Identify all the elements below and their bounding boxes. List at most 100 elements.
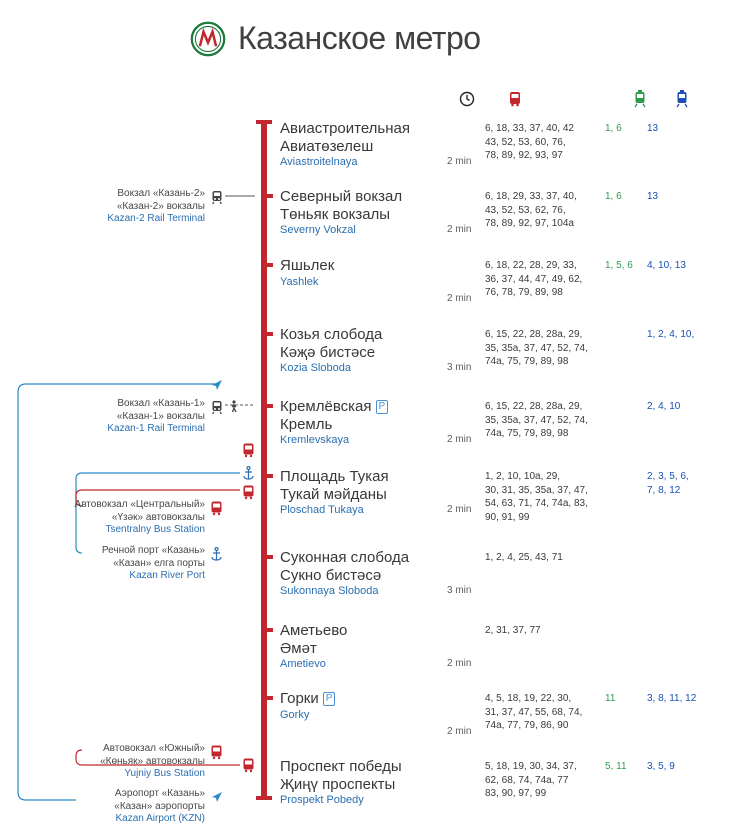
station-name-tt: Тукай мәйданы: [280, 486, 445, 504]
station-time: 2 min: [445, 622, 485, 671]
station-name-latin: Sukonnaya Sloboda: [280, 585, 445, 598]
line-tick: [261, 404, 273, 408]
plane-icon: [210, 790, 224, 809]
line-tick: [261, 474, 273, 478]
station-names: АметьевоӘмәтAmetievo: [280, 622, 445, 671]
station-names: Северный вокзалТөньяк вокзалыSeverny Vok…: [280, 188, 445, 237]
station-names: ГоркиPGorky: [280, 690, 445, 737]
transfer-line: «Казан» елга порты: [30, 558, 205, 571]
station-time: 2 min: [445, 120, 485, 169]
tram-green-icon: [625, 90, 655, 113]
station-name-tt: Әмәт: [280, 640, 445, 658]
tram-blue-routes: 4, 10, 13: [647, 259, 707, 273]
train-icon: [210, 190, 224, 209]
station-row: АвиастроительнаяАвиатөзелешAviastroiteln…: [280, 120, 720, 169]
tram-blue-icon: [667, 90, 697, 113]
station-name-latin: Kremlevskaya: [280, 434, 445, 447]
transfer-line: «Казан-2» вокзалы: [30, 201, 205, 214]
line-tick: [261, 628, 273, 632]
walk-icon: [228, 400, 240, 419]
station-routes: 5, 18, 19, 30, 34, 37,62, 68, 74, 74а, 7…: [485, 758, 720, 807]
station-names: Козья слободаКәҗә бистәсеKozia Sloboda: [280, 326, 445, 375]
parking-icon: P: [376, 400, 389, 414]
station-name-latin: Yashlek: [280, 276, 445, 289]
station-name-ru: Суконная слобода: [280, 549, 445, 567]
station-routes: 6, 15, 22, 28, 28а, 29,35, 35а, 37, 47, …: [485, 326, 720, 375]
tram-green-routes: 1, 5, 6: [605, 259, 643, 273]
bus-routes: 6, 18, 22, 28, 29, 33,36, 37, 44, 47, 49…: [485, 259, 600, 300]
station-names: Площадь ТукаяТукай мәйданыPloschad Tukay…: [280, 468, 445, 524]
bus-routes: 6, 18, 29, 33, 37, 40,43, 52, 53, 62, 76…: [485, 190, 600, 231]
tram-blue-routes: 3, 8, 11, 12: [647, 692, 707, 706]
station-routes: 6, 18, 22, 28, 29, 33,36, 37, 44, 47, 49…: [485, 257, 720, 304]
station-row: Проспект победыҖиңү проспектыProspekt Po…: [280, 758, 720, 807]
header: Казанское метро: [190, 20, 481, 57]
transfer-line: Аэропорт «Казань»: [30, 788, 205, 801]
tram-blue-routes: 13: [647, 122, 707, 136]
station-name-ru: Авиастроительная: [280, 120, 445, 138]
station-name-latin: Severny Vokzal: [280, 224, 445, 237]
station-time: 2 min: [445, 398, 485, 447]
transfer-latin: Kazan River Port: [30, 570, 205, 583]
station-names: Проспект победыҖиңү проспектыProspekt Po…: [280, 758, 445, 807]
transfer-block: Автовокзал «Центральный»«Үзәк» автовокза…: [30, 499, 205, 537]
transfer-line: «Үзәк» автовокзалы: [30, 512, 205, 525]
station-routes: 6, 18, 29, 33, 37, 40,43, 52, 53, 62, 76…: [485, 188, 720, 237]
bus-routes: 1, 2, 10, 10а, 29,30, 31, 35, 35а, 37, 4…: [485, 470, 600, 524]
station-names: АвиастроительнаяАвиатөзелешAviastroiteln…: [280, 120, 445, 169]
station-name-ru: Северный вокзал: [280, 188, 445, 206]
station-name-ru: Проспект победы: [280, 758, 445, 776]
station-time: 3 min: [445, 326, 485, 375]
line-tick: [261, 696, 273, 700]
station-row: ГоркиPGorky2 min4, 5, 18, 19, 22, 30,31,…: [280, 690, 720, 737]
transfer-block: Автовокзал «Южный»«Көньяк» автовокзалыYu…: [30, 743, 205, 781]
transfer-block: Речной порт «Казань»«Казан» елга портыKa…: [30, 545, 205, 583]
transfer-latin: Yujniy Bus Station: [30, 768, 205, 781]
bus-red-icon: [210, 745, 223, 765]
station-name-latin: Kozia Sloboda: [280, 362, 445, 375]
line-tick: [261, 332, 273, 336]
station-time: 2 min: [445, 468, 485, 524]
transfer-line: Вокзал «Казань-2»: [30, 188, 205, 201]
station-time: [445, 758, 485, 807]
station-name-ru: Козья слобода: [280, 326, 445, 344]
transfer-block: Вокзал «Казань-1»«Казан-1» вокзалыKazan-…: [30, 398, 205, 436]
bus-icon: [242, 485, 255, 505]
station-name-tt: Җиңү проспекты: [280, 776, 445, 794]
bus-routes: 6, 15, 22, 28, 28а, 29,35, 35а, 37, 47, …: [485, 328, 600, 369]
station-name-latin: Gorky: [280, 709, 445, 722]
bus-routes: 4, 5, 18, 19, 22, 30,31, 37, 47, 55, 68,…: [485, 692, 600, 733]
station-routes: 1, 2, 4, 25, 43, 71: [485, 549, 720, 598]
transfer-line: Автовокзал «Южный»: [30, 743, 205, 756]
station-name-ru: Аметьево: [280, 622, 445, 640]
line-tick: [261, 263, 273, 267]
station-row: Северный вокзалТөньяк вокзалыSeverny Vok…: [280, 188, 720, 237]
transfer-line: Автовокзал «Центральный»: [30, 499, 205, 512]
station-routes: 6, 18, 33, 37, 40, 4243, 52, 53, 60, 76,…: [485, 120, 720, 169]
station-name-latin: Ploschad Tukaya: [280, 504, 445, 517]
station-time: 2 min: [445, 188, 485, 237]
metro-logo-icon: [190, 21, 226, 57]
tram-green-routes: 1, 6: [605, 190, 643, 204]
bus-icon: [242, 758, 255, 778]
station-name-tt: Кремль: [280, 416, 445, 434]
tram-blue-routes: 3, 5, 9: [647, 760, 707, 774]
bus-routes: 1, 2, 4, 25, 43, 71: [485, 551, 600, 565]
tram-green-routes: 1, 6: [605, 122, 643, 136]
station-time: 2 min: [445, 257, 485, 304]
station-names: КремлёвскаяPКремльKremlevskaya: [280, 398, 445, 447]
station-name-tt: Авиатөзелеш: [280, 138, 445, 156]
clock-icon: [452, 91, 482, 112]
bus-routes: 6, 18, 33, 37, 40, 4243, 52, 53, 60, 76,…: [485, 122, 600, 163]
transfer-latin: Kazan-2 Rail Terminal: [30, 213, 205, 226]
station-name-tt: Сукно бистәсә: [280, 567, 445, 585]
station-name-ru: ГоркиP: [280, 690, 445, 708]
line-tick: [261, 194, 273, 198]
transfer-line: Вокзал «Казань-1»: [30, 398, 205, 411]
transfer-line: «Казан» аэропорты: [30, 801, 205, 814]
anchor-icon: [210, 547, 223, 566]
transfer-line: «Көньяк» автовокзалы: [30, 756, 205, 769]
anchor-icon: [242, 466, 255, 485]
transfer-line: «Казан-1» вокзалы: [30, 411, 205, 424]
station-names: Суконная слободаСукно бистәсәSukonnaya S…: [280, 549, 445, 598]
